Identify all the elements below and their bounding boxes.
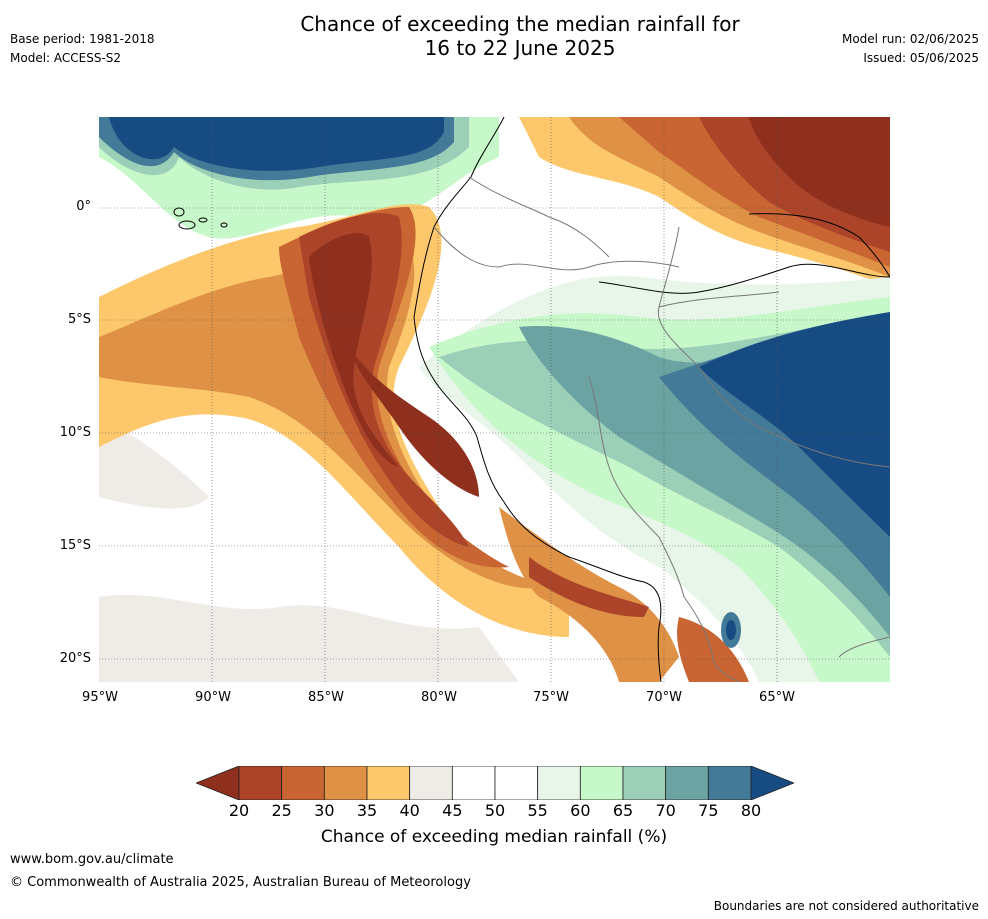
colorbar-cell-b70_75 [666,766,709,800]
colorbar-over-arrow [751,766,794,800]
footer-url[interactable]: www.bom.gov.au/climate [10,852,174,867]
lat-label-15s: 15°S [60,538,91,553]
meta-left: Base period: 1981-2018 Model: ACCESS-S2 [10,32,155,70]
footer-copyright: © Commonwealth of Australia 2025, Austra… [10,875,471,890]
colorbar-cell-b60_65 [580,766,623,800]
colorbar-cell-b30_35 [324,766,367,800]
colorbar-tick-label: 30 [314,801,334,820]
lat-label-0: 0° [76,199,91,214]
rainfall-map [99,117,890,682]
colorbar-tick-label: 55 [527,801,547,820]
colorbar-cell-b35_40 [367,766,410,800]
lon-label-65w: 65°W [759,690,795,705]
lon-label-70w: 70°W [646,690,682,705]
base-period: Base period: 1981-2018 [10,32,155,46]
model-run: Model run: 02/06/2025 [842,32,979,46]
colorbar-tick-label: 35 [357,801,377,820]
colorbar-tick-label: 40 [399,801,419,820]
lat-label-10s: 10°S [60,425,91,440]
colorbar-tick-label: 45 [442,801,462,820]
colorbar-tick-label: 80 [741,801,761,820]
lon-label-80w: 80°W [421,690,457,705]
colorbar-cell-b50_55 [495,766,538,800]
lake-titicaca-core [726,620,736,640]
lat-label-5s: 5°S [68,312,91,327]
colorbar-cell-b65_70 [623,766,666,800]
colorbar-tick-label: 65 [613,801,633,820]
colorbar-cell-b40_45 [410,766,453,800]
lon-label-90w: 90°W [195,690,231,705]
colorbar-cell-b20_25 [239,766,282,800]
colorbar-tick-label: 75 [698,801,718,820]
meta-right: Model run: 02/06/2025 Issued: 05/06/2025 [842,32,979,70]
colorbar-cell-b55_60 [538,766,581,800]
colorbar-tick-label: 50 [485,801,505,820]
colorbar-cell-b75_80 [708,766,751,800]
colorbar-cell-b25_30 [282,766,325,800]
colorbar-under-arrow [196,766,239,800]
lon-label-85w: 85°W [308,690,344,705]
colorbar-cell-b45_50 [452,766,495,800]
colorbar-tick-label: 25 [271,801,291,820]
lon-label-75w: 75°W [533,690,569,705]
colorbar-cells [239,766,751,800]
lon-label-95w: 95°W [82,690,118,705]
lat-label-20s: 20°S [60,651,91,666]
colorbar-title: Chance of exceeding median rainfall (%) [0,827,988,847]
colorbar-tick-label: 70 [655,801,675,820]
colorbar-tick-label: 20 [229,801,249,820]
colorbar [196,766,794,800]
colorbar-tick-label: 60 [570,801,590,820]
footer-note: Boundaries are not considered authoritat… [714,899,979,913]
model-name: Model: ACCESS-S2 [10,51,155,65]
issued-date: Issued: 05/06/2025 [842,51,979,65]
